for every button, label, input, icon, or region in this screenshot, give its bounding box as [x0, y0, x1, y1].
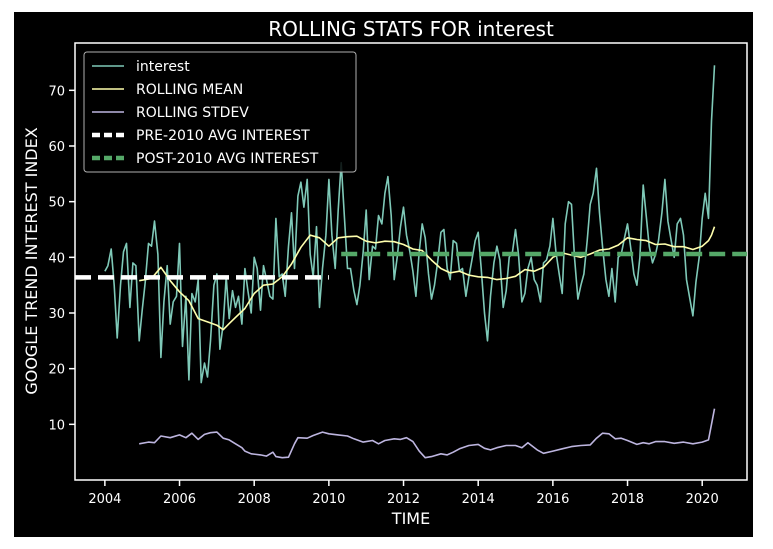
legend: interest ROLLING MEAN ROLLING STDEV PRE-201… [83, 51, 357, 173]
x-axis-title: TIME [391, 509, 430, 528]
legend-frame [83, 51, 357, 173]
y-tick-label: 30 [48, 307, 65, 322]
legend-label-pre-2010-avg-interest: PRE-2010 AVG INTEREST [136, 128, 310, 144]
x-tick-label: 2016 [536, 492, 569, 507]
y-tick-label: 70 [48, 84, 65, 99]
x-tick-label: 2018 [611, 492, 644, 507]
y-axis-title: GOOGLE TREND INTEREST INDEX [22, 127, 41, 394]
x-tick-label: 2020 [686, 492, 719, 507]
y-tick-label: 50 [48, 196, 65, 211]
plot-frame [74, 42, 748, 481]
legend-label-rolling-stdev: ROLLING STDEV [136, 105, 249, 121]
y-tick-label: 10 [48, 418, 65, 433]
x-axis: 2004 2006 2008 2010 2012 2014 2016 2018 2020 [88, 480, 719, 507]
y-tick-label: 40 [48, 251, 65, 266]
x-tick-label: 2004 [88, 492, 121, 507]
legend-label-rolling-mean: ROLLING MEAN [136, 82, 243, 98]
series-line-rolling-mean [139, 226, 716, 331]
chart-figure: ROLLING STATS FOR interest 2004 2006 2008 2… [14, 12, 753, 537]
chart-title: ROLLING STATS FOR interest [268, 17, 554, 41]
plot-area: 2004 2006 2008 2010 2012 2014 2016 2018 2020 10 2… [48, 42, 748, 507]
x-tick-label: 2012 [387, 492, 420, 507]
y-tick-label: 20 [48, 363, 65, 378]
x-tick-label: 2008 [238, 492, 271, 507]
series-line-interest [104, 65, 716, 384]
series-line-rolling-stdev [139, 408, 716, 459]
legend-items: interest ROLLING MEAN ROLLING STDEV PRE-201… [92, 59, 319, 167]
x-tick-label: 2006 [163, 492, 196, 507]
chart-svg: ROLLING STATS FOR interest 2004 2006 2008 2… [22, 17, 748, 528]
legend-label-post-2010-avg-interest: POST-2010 AVG INTEREST [136, 151, 319, 167]
y-tick-label: 60 [48, 140, 65, 155]
x-tick-label: 2014 [462, 492, 495, 507]
legend-label-interest: interest [136, 59, 190, 75]
y-axis: 10 20 30 40 50 60 70 [48, 84, 75, 433]
x-tick-label: 2010 [312, 492, 345, 507]
series-layer [75, 65, 747, 459]
